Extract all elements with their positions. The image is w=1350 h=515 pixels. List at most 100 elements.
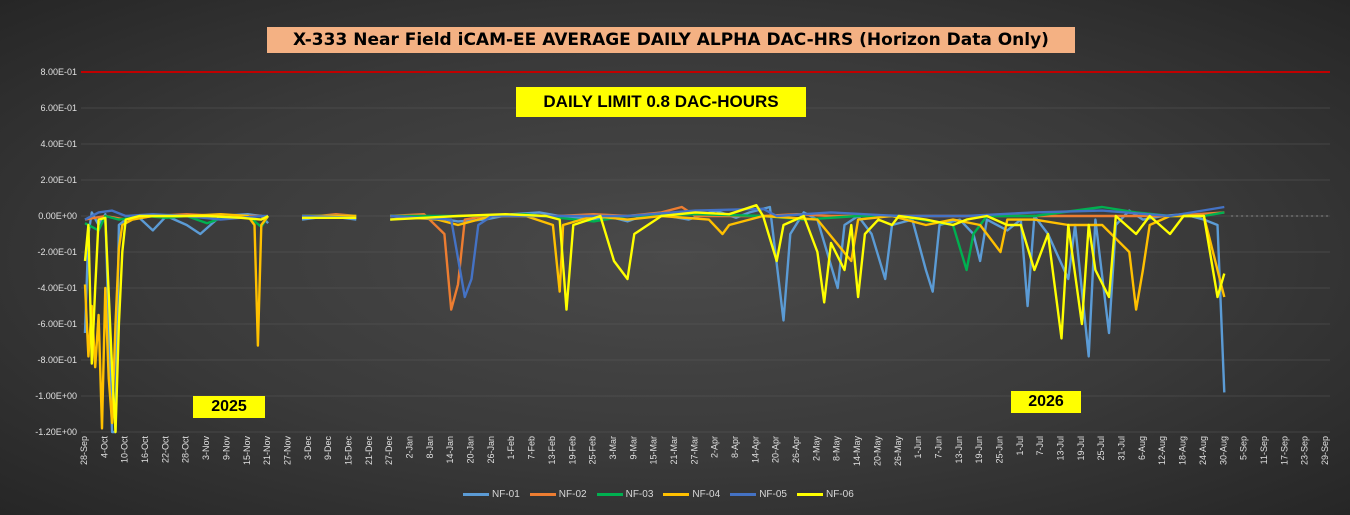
x-tick-label: 12-Aug	[1157, 436, 1167, 465]
legend-item-nf-02: NF-02	[529, 489, 587, 500]
x-tick-label: 26-Apr	[791, 436, 801, 463]
x-tick-label: 30-Aug	[1218, 436, 1228, 465]
x-tick-label: 28-Sep	[79, 436, 89, 465]
legend-swatch	[796, 493, 823, 496]
y-tick-label: 8.00E-01	[40, 67, 77, 77]
y-tick-label: -1.20E+00	[35, 427, 77, 437]
x-tick-label: 26-Jan	[486, 436, 496, 464]
x-tick-label: 15-Mar	[649, 436, 659, 465]
y-tick-label: 2.00E-01	[40, 175, 77, 185]
chart-title: X-333 Near Field iCAM-EE AVERAGE DAILY A…	[293, 30, 1049, 50]
legend-label: NF-01	[492, 489, 520, 500]
x-tick-label: 3-Nov	[201, 436, 211, 461]
legend-swatch	[596, 493, 623, 496]
x-tick-label: 24-Aug	[1198, 436, 1208, 465]
series-lines	[83, 204, 1226, 434]
legend-label: NF-02	[558, 489, 587, 500]
y-tick-label: -2.00E-01	[37, 247, 77, 257]
x-tick-label: 18-Aug	[1178, 436, 1188, 465]
x-tick-label: 10-Oct	[120, 436, 130, 464]
x-tick-label: 21-Nov	[262, 436, 272, 466]
x-tick-label: 25-Jul	[1096, 436, 1106, 461]
x-tick-label: 13-Jun	[954, 436, 964, 464]
year-label-2026: 2026	[1011, 391, 1081, 413]
x-axis-ticks: 28-Sep 4-Oct 10-Oct 16-Oct 22-Oct 28-Oct 3-Nov…	[79, 436, 1330, 467]
series-line-nf-06	[83, 204, 1226, 434]
x-tick-label: 26-May	[893, 436, 903, 467]
legend-item-nf-04: NF-04	[663, 489, 720, 500]
legend-label: NF-03	[625, 489, 654, 500]
y-tick-label: -6.00E-01	[37, 319, 77, 329]
y-tick-label: -1.00E+00	[35, 391, 77, 401]
legend-item-nf-01: NF-01	[463, 489, 520, 500]
x-tick-label: 7-Jul	[1035, 436, 1045, 456]
legend: NF-01 NF-02 NF-03 NF-04 NF-05 NF-06	[463, 489, 854, 500]
x-tick-label: 2-Apr	[710, 436, 720, 458]
legend-item-nf-06: NF-06	[796, 489, 854, 500]
x-tick-label: 14-Jan	[445, 436, 455, 464]
x-tick-label: 9-Nov	[221, 436, 231, 461]
daily-limit-annotation: DAILY LIMIT 0.8 DAC-HOURS	[516, 87, 806, 117]
x-tick-label: 20-May	[872, 436, 882, 467]
x-tick-label: 20-Apr	[771, 436, 781, 463]
x-tick-label: 31-Jul	[1117, 436, 1127, 461]
x-tick-label: 8-May	[832, 436, 842, 462]
x-tick-label: 29-Sep	[1320, 436, 1330, 465]
x-tick-label: 21-Mar	[669, 436, 679, 465]
x-tick-label: 19-Jul	[1076, 436, 1086, 461]
legend-swatch	[663, 493, 690, 496]
legend-swatch	[730, 493, 757, 496]
x-tick-label: 9-Mar	[628, 436, 638, 460]
chart-title-box: X-333 Near Field iCAM-EE AVERAGE DAILY A…	[267, 27, 1075, 53]
legend-label: NF-06	[825, 489, 854, 500]
x-tick-label: 8-Jan	[425, 436, 435, 459]
x-tick-label: 16-Oct	[140, 436, 150, 464]
x-tick-label: 1-Jun	[913, 436, 923, 459]
legend-label: NF-04	[692, 489, 721, 500]
x-tick-label: 15-Dec	[343, 436, 353, 466]
x-tick-label: 22-Oct	[160, 436, 170, 464]
legend-label: NF-05	[759, 489, 787, 500]
x-tick-label: 3-Dec	[303, 436, 313, 461]
x-tick-label: 19-Jun	[974, 436, 984, 464]
x-tick-label: 7-Jun	[933, 436, 943, 459]
x-tick-label: 14-Apr	[750, 436, 760, 463]
x-tick-label: 27-Mar	[689, 436, 699, 465]
x-tick-label: 9-Dec	[323, 436, 333, 461]
legend-swatch	[529, 493, 556, 496]
y-tick-label: 6.00E-01	[40, 103, 77, 113]
daily-limit-label: DAILY LIMIT 0.8 DAC-HOURS	[543, 92, 779, 111]
x-tick-label: 5-Sep	[1239, 436, 1249, 460]
x-tick-label: 2-Jan	[405, 436, 415, 459]
x-tick-label: 1-Feb	[506, 436, 516, 460]
x-tick-label: 25-Jun	[994, 436, 1004, 464]
x-tick-label: 19-Feb	[567, 436, 577, 465]
y-tick-label: -8.00E-01	[37, 355, 77, 365]
y-tick-label: -4.00E-01	[37, 283, 77, 293]
legend-swatch	[463, 493, 489, 496]
x-tick-label: 13-Jul	[1056, 436, 1066, 461]
x-tick-label: 4-Oct	[99, 436, 109, 459]
year-label-2025: 2025	[193, 396, 265, 418]
y-tick-label: 4.00E-01	[40, 139, 77, 149]
year-label-text: 2025	[211, 398, 247, 415]
x-tick-label: 23-Sep	[1300, 436, 1310, 465]
x-tick-label: 13-Feb	[547, 436, 557, 465]
x-tick-label: 27-Nov	[282, 436, 292, 466]
year-label-text: 2026	[1028, 393, 1064, 410]
x-tick-label: 6-Aug	[1137, 436, 1147, 460]
x-tick-label: 3-Mar	[608, 436, 618, 460]
x-tick-label: 11-Sep	[1259, 436, 1269, 464]
x-tick-label: 25-Feb	[588, 436, 598, 465]
x-tick-label: 2-May	[811, 436, 821, 462]
x-tick-label: 21-Dec	[364, 436, 374, 466]
y-axis-ticks: 8.00E-01 6.00E-01 4.00E-01 2.00E-01 0.00E+00…	[35, 67, 77, 437]
x-tick-label: 7-Feb	[527, 436, 537, 460]
x-tick-label: 14-May	[852, 436, 862, 467]
x-tick-label: 28-Oct	[181, 436, 191, 464]
x-tick-label: 8-Apr	[730, 436, 740, 458]
y-tick-label: 0.00E+00	[38, 211, 77, 221]
x-tick-label: 17-Sep	[1279, 436, 1289, 465]
